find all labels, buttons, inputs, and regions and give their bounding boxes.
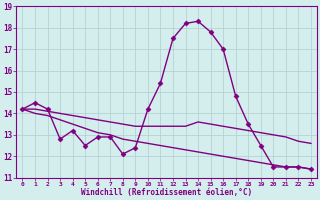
X-axis label: Windchill (Refroidissement éolien,°C): Windchill (Refroidissement éolien,°C) xyxy=(81,188,252,197)
